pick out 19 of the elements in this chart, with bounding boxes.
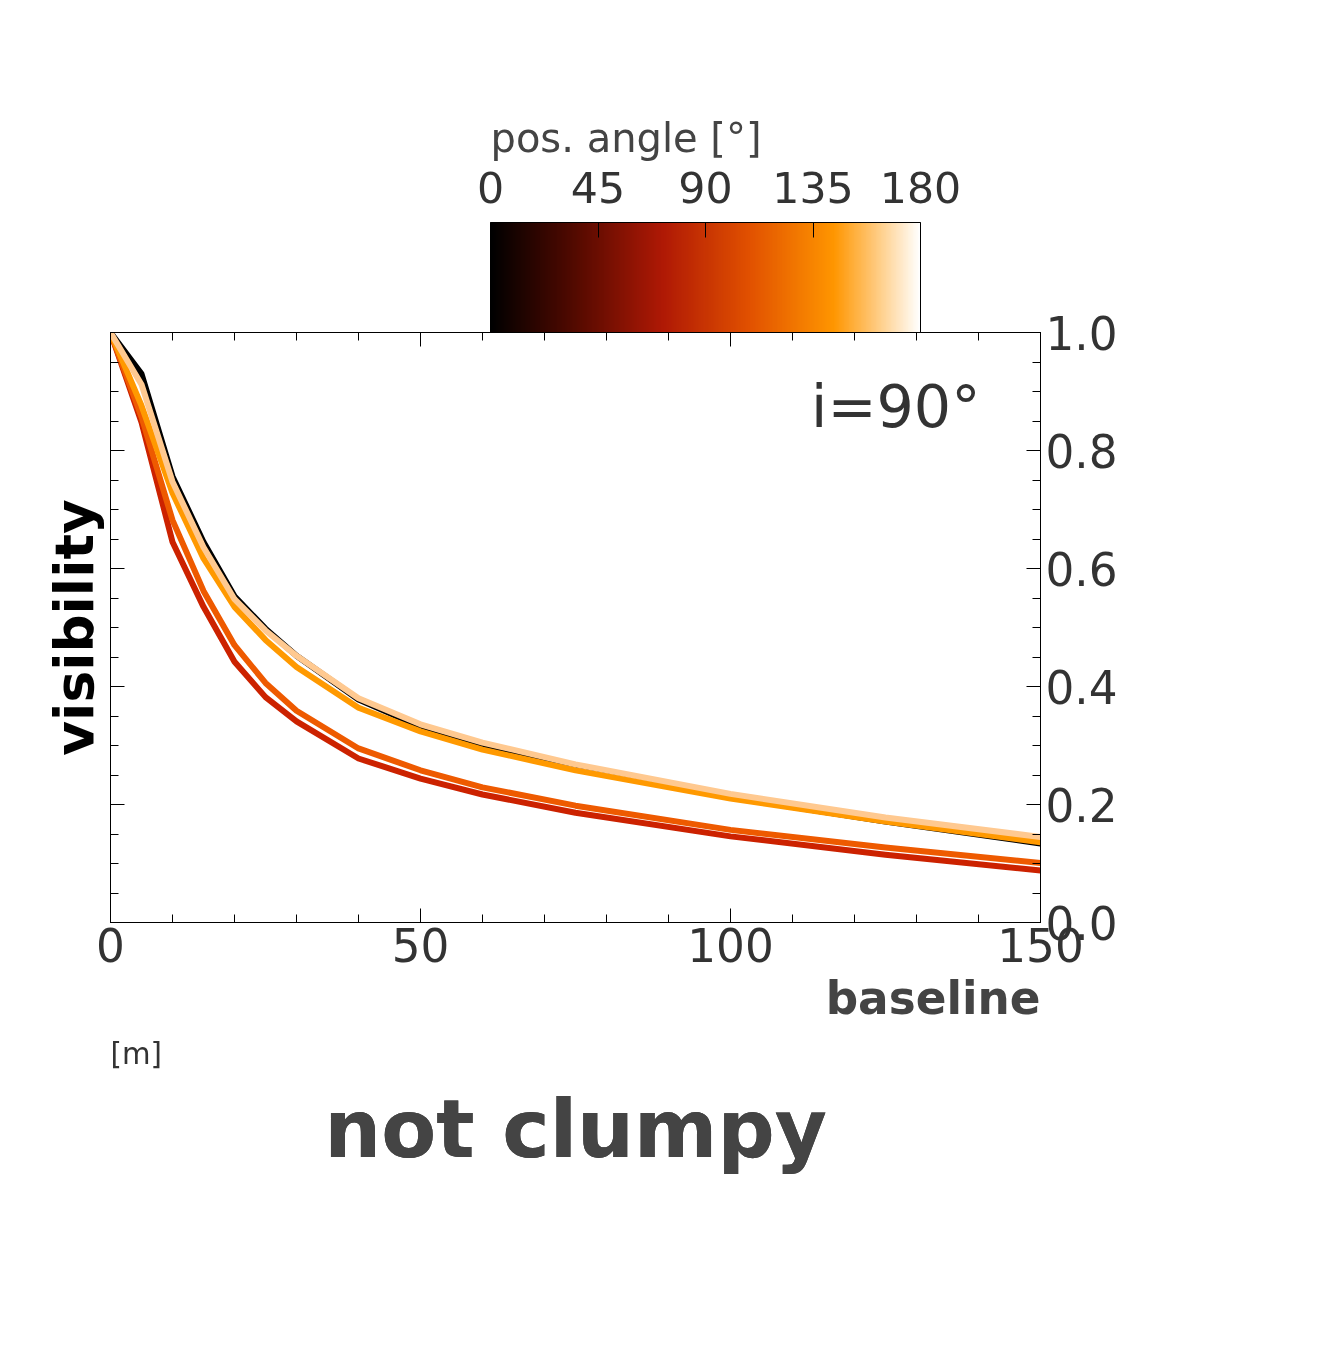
text: [m]	[110, 1036, 162, 1071]
y-axis-title: visibility	[42, 499, 106, 756]
y-tick-label: 0.6	[1045, 543, 1118, 597]
y-tick-label: 0.2	[1045, 779, 1118, 833]
color-bar-label: 0	[476, 162, 505, 213]
annotation: i=90°	[811, 372, 981, 441]
color-bar-label: 45	[570, 162, 626, 213]
color-bar-label: 135	[772, 162, 854, 213]
x-tick-label: 50	[391, 919, 450, 973]
x-axis-title: baseline	[825, 971, 1041, 1025]
text: not clumpy	[324, 1082, 827, 1176]
color-bar-label: 180	[879, 162, 962, 213]
x-tick-label: 0	[96, 919, 125, 973]
y-tick-label: 0.4	[1045, 661, 1118, 715]
x-tick-label: 100	[687, 919, 774, 973]
y-tick-label: 1.0	[1045, 307, 1118, 361]
color-bar-title: pos. angle [°]	[490, 115, 762, 161]
color-bar-label: 90	[678, 162, 733, 213]
y-tick-label: 0.8	[1045, 425, 1118, 479]
